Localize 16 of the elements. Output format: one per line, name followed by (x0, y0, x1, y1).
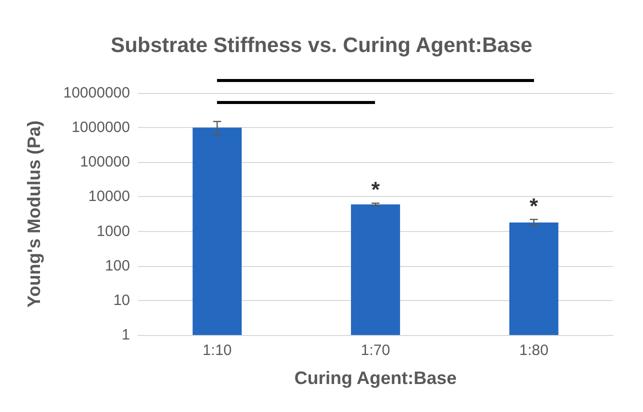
x-tick-label: 1:10 (202, 342, 232, 359)
y-axis-title: Young's Modulus (Pa) (24, 120, 44, 308)
y-tick-label: 10000 (88, 188, 130, 206)
x-tick-label: 1:70 (360, 342, 390, 359)
y-tick-label: 1 (122, 326, 130, 344)
y-tick-label: 100 (104, 257, 130, 274)
data-label: * (371, 177, 380, 202)
chart-title: Substrate Stiffness vs. Curing Agent:Base (110, 34, 532, 57)
x-axis-title: Curing Agent:Base (294, 368, 457, 388)
y-tick-label: 10 (113, 292, 130, 309)
y-tick-label: 100000 (80, 154, 130, 171)
y-tick-label: 1000000 (72, 119, 130, 136)
data-label: * (530, 193, 539, 218)
y-tick-label: 1000 (96, 222, 130, 240)
y-tick-label: 10000000 (63, 84, 130, 102)
x-tick-label: 1:80 (519, 342, 548, 359)
